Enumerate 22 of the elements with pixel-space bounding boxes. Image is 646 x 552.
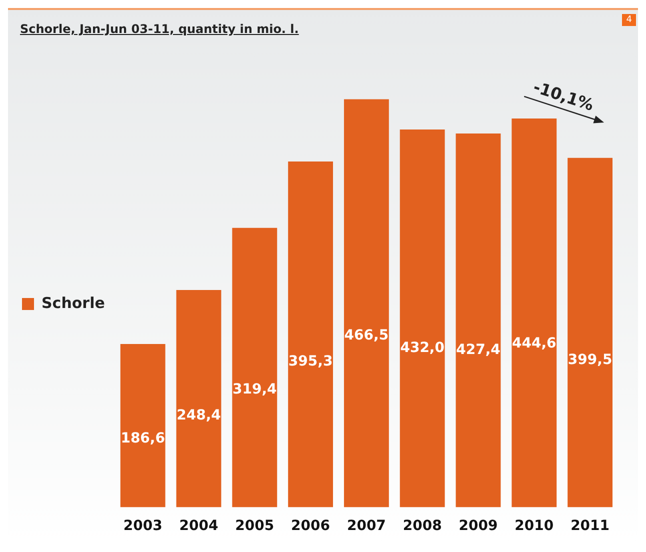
data-label: 466,5 (344, 328, 389, 344)
data-label: 319,4 (232, 382, 278, 398)
data-label: 248,4 (176, 408, 222, 424)
data-label: 186,6 (120, 430, 165, 446)
x-tick-label: 2007 (346, 518, 386, 534)
x-tick-label: 2010 (514, 518, 554, 534)
x-tick-label: 2003 (123, 518, 162, 534)
data-label: 427,4 (456, 342, 501, 358)
x-tick-label: 2009 (458, 518, 498, 534)
chart-title: Schorle, Jan-Jun 03-11, quantity in mio. l. (20, 22, 299, 36)
x-tick-label: 2008 (402, 518, 442, 534)
data-label: 395,3 (288, 354, 333, 370)
x-tick-label: 2011 (570, 518, 610, 534)
data-label: 444,6 (512, 336, 556, 352)
data-label: 432,0 (400, 340, 445, 356)
x-tick-label: 2005 (235, 518, 274, 534)
text: 4 (622, 14, 636, 26)
data-label: 399,5 (568, 352, 612, 368)
x-tick-label: 2004 (179, 518, 218, 534)
annotation: -10,1% (531, 77, 596, 115)
legend-label: Schorle (42, 294, 105, 312)
x-tick-label: 2006 (291, 518, 330, 534)
